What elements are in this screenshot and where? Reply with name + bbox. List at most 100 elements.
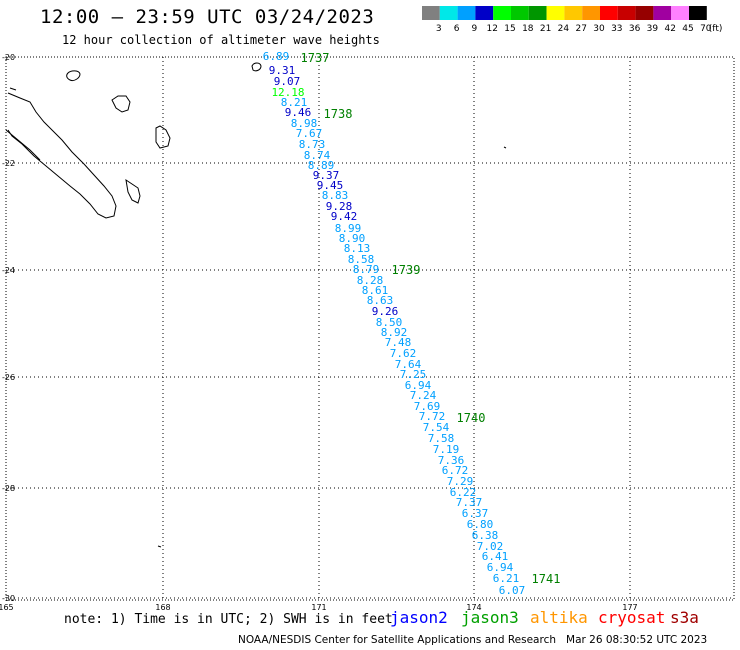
wave-height-value: 6.72 xyxy=(442,464,469,477)
wave-height-value: 9.45 xyxy=(317,179,344,192)
pass-number-label: 1741 xyxy=(532,572,561,586)
legend-swatch xyxy=(511,6,529,20)
wave-height-value: 8.98 xyxy=(291,117,318,130)
pass-number-label: 1740 xyxy=(457,411,486,425)
wave-height-value: 6.37 xyxy=(462,507,489,520)
wave-height-value: 9.31 xyxy=(269,64,296,77)
wave-height-value: 6.89 xyxy=(263,50,290,63)
wave-height-value: 6.80 xyxy=(467,518,494,531)
wave-height-value: 7.62 xyxy=(390,347,417,360)
coastline xyxy=(5,62,507,548)
wave-height-value: 12.18 xyxy=(271,86,304,99)
wave-height-value: 7.36 xyxy=(438,454,465,467)
wave-height-value: 7.72 xyxy=(419,410,446,423)
legend-swatch xyxy=(564,6,583,20)
legend-swatch xyxy=(671,6,689,20)
legend-value-label: 12 xyxy=(486,24,497,34)
legend-value-label: 18 xyxy=(522,24,534,34)
pass-number-label: 1739 xyxy=(392,263,421,277)
color-scale-labels: 3 6 9 12 15 18 21 24 27 30 33 36 39 42 45 70(ft) xyxy=(436,24,722,34)
wave-height-value: 6.38 xyxy=(472,529,499,542)
wave-height-value: 7.29 xyxy=(447,475,474,488)
wave-height-value: 7.54 xyxy=(423,421,450,434)
legend-swatch xyxy=(528,6,547,20)
wave-height-value: 6.41 xyxy=(482,550,509,563)
satellite-name-jason2: jason2 xyxy=(390,608,448,627)
pass-number-label: 1737 xyxy=(301,51,330,65)
chart-subtitle: 12 hour collection of altimeter wave hei… xyxy=(62,33,380,47)
legend-swatch xyxy=(600,6,618,20)
wave-height-value: 7.67 xyxy=(296,127,323,140)
wave-height-value: 8.92 xyxy=(381,326,408,339)
legend-swatch xyxy=(493,6,511,20)
wave-height-value: 8.74 xyxy=(304,149,331,162)
wave-height-value: 7.02 xyxy=(477,540,504,553)
wave-height-value: 6.07 xyxy=(499,584,526,597)
color-scale-legend xyxy=(422,6,707,20)
legend-value-label: 24 xyxy=(558,24,570,34)
axis-tick-labels: 165 168 171 174 177 -20 -22 -24 -26 -28 -30 xyxy=(0,53,638,612)
pass-number-labels: 1737 1738 1739 1740 1741 xyxy=(301,51,561,586)
wave-height-value: 7.58 xyxy=(428,432,455,445)
legend-value-label: 39 xyxy=(647,24,659,34)
wave-height-value: 9.26 xyxy=(372,305,399,318)
satellite-name-cryosat: cryosat xyxy=(598,608,666,627)
legend-value-label: 15 xyxy=(504,24,515,34)
longitude-label: 171 xyxy=(311,603,326,612)
legend-swatch xyxy=(475,6,494,20)
wave-height-value: 9.37 xyxy=(313,169,340,182)
legend-value-label: 33 xyxy=(611,24,622,34)
wave-height-value: 7.19 xyxy=(433,443,460,456)
wave-height-value: 8.89 xyxy=(308,159,335,172)
latitude-label: -26 xyxy=(2,373,15,382)
wave-height-value: 9.07 xyxy=(274,75,301,88)
footnote: note: 1) Time is in UTC; 2) SWH is in fe… xyxy=(64,612,393,627)
wave-height-value: 8.58 xyxy=(348,253,375,266)
wave-height-value: 9.28 xyxy=(326,200,353,213)
legend-value-label: 3 xyxy=(436,24,442,34)
wave-height-value: 7.48 xyxy=(385,336,412,349)
longitude-label: 165 xyxy=(0,603,14,612)
altimeter-track: 6.899.319.0712.188.219.468.987.678.738.7… xyxy=(263,50,526,597)
wave-height-value: 7.24 xyxy=(410,389,437,402)
wave-height-value: 8.28 xyxy=(357,274,384,287)
legend-swatch xyxy=(635,6,654,20)
chart-title: 12:00 – 23:59 UTC 03/24/2023 xyxy=(40,6,375,28)
wave-height-value: 8.79 xyxy=(353,263,380,276)
legend-value-label: 9 xyxy=(472,24,478,34)
wave-height-value: 8.73 xyxy=(299,138,326,151)
wave-height-value: 6.21 xyxy=(493,572,520,585)
legend-swatch xyxy=(457,6,476,20)
wave-height-value: 7.25 xyxy=(400,368,427,381)
wave-height-value: 7.69 xyxy=(414,400,441,413)
latitude-label: -28 xyxy=(2,484,15,493)
latitude-label: -24 xyxy=(2,266,15,275)
legend-value-label: 27 xyxy=(575,24,586,34)
legend-swatch xyxy=(546,6,565,20)
wave-height-value: 9.42 xyxy=(331,210,358,223)
wave-height-value: 6.22 xyxy=(450,486,477,499)
legend-swatch xyxy=(422,6,440,20)
latitude-label: -20 xyxy=(2,53,15,62)
legend-swatch xyxy=(439,6,458,20)
legend-value-label: 30 xyxy=(593,24,605,34)
legend-value-label: 36 xyxy=(629,24,641,34)
satellite-name-s3a: s3a xyxy=(670,608,699,627)
wave-height-value: 8.63 xyxy=(367,294,394,307)
legend-swatch xyxy=(582,6,600,20)
legend-value-label: 21 xyxy=(540,24,551,34)
longitude-label: 174 xyxy=(466,603,481,612)
wave-height-value: 8.21 xyxy=(281,96,308,109)
wave-height-value: 8.83 xyxy=(322,189,349,202)
wave-height-value: 8.61 xyxy=(362,284,389,297)
wave-height-value: 9.46 xyxy=(285,106,312,119)
satellite-name-altika: altika xyxy=(530,608,588,627)
latitude-label: -30 xyxy=(2,594,15,603)
pass-number-label: 1738 xyxy=(324,107,353,121)
legend-value-label: 70 xyxy=(700,24,712,34)
longitude-label: 168 xyxy=(155,603,170,612)
legend-swatch xyxy=(653,6,672,20)
lat-lon-grid xyxy=(6,57,734,600)
legend-swatch xyxy=(689,6,707,20)
wave-height-value: 8.13 xyxy=(344,242,371,255)
